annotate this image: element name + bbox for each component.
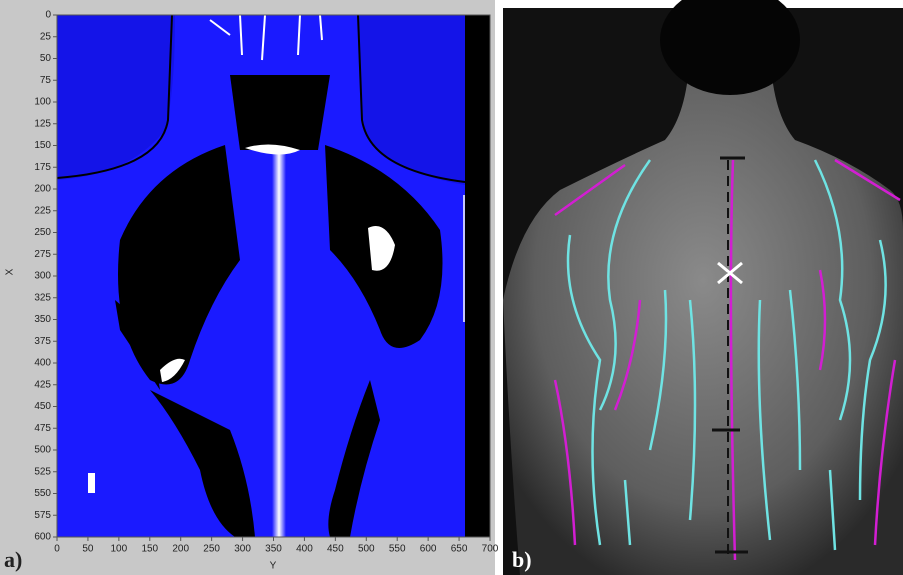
x-tick-label: 350 bbox=[265, 544, 282, 555]
y-tick-label: 550 bbox=[34, 488, 51, 499]
y-tick-label: 200 bbox=[34, 184, 51, 195]
y-tick-label: 400 bbox=[34, 358, 51, 369]
y-tick-label: 600 bbox=[34, 532, 51, 543]
heatmap-image bbox=[56, 14, 490, 537]
y-tick-label: 100 bbox=[34, 97, 51, 108]
y-tick-label: 25 bbox=[40, 31, 52, 42]
y-tick-label: 500 bbox=[34, 445, 51, 456]
x-tick-label: 0 bbox=[54, 544, 60, 555]
x-tick-label: 600 bbox=[420, 544, 437, 555]
x-tick-label: 400 bbox=[296, 544, 313, 555]
y-tick-label: 375 bbox=[34, 336, 51, 347]
x-tick-label: 200 bbox=[172, 544, 189, 555]
y-tick-label: 50 bbox=[40, 53, 52, 64]
y-tick-label: 450 bbox=[34, 401, 51, 412]
y-tick-label: 175 bbox=[34, 162, 51, 173]
y-tick-label: 350 bbox=[34, 314, 51, 325]
y-tick-label: 275 bbox=[34, 249, 51, 260]
y-tick-label: 300 bbox=[34, 271, 51, 282]
x-tick-label: 250 bbox=[203, 544, 220, 555]
x-tick-label: 700 bbox=[482, 544, 499, 555]
y-tick-label: 150 bbox=[34, 140, 51, 151]
y-tick-label: 425 bbox=[34, 379, 51, 390]
panel-label: b) bbox=[512, 547, 532, 572]
y-tick-label: 525 bbox=[34, 466, 51, 477]
x-tick-label: 500 bbox=[358, 544, 375, 555]
y-tick-label: 325 bbox=[34, 292, 51, 303]
y-tick-label: 250 bbox=[34, 227, 51, 238]
y-tick-label: 0 bbox=[45, 10, 51, 21]
y-tick-label: 225 bbox=[34, 205, 51, 216]
x-tick-label: 150 bbox=[141, 544, 158, 555]
y-axis-label: X bbox=[5, 268, 16, 275]
x-tick-label: 300 bbox=[234, 544, 251, 555]
y-tick-label: 125 bbox=[34, 118, 51, 129]
y-tick-label: 475 bbox=[34, 423, 51, 434]
panel-label: a) bbox=[4, 547, 22, 572]
x-tick-label: 450 bbox=[327, 544, 344, 555]
y-tick-label: 75 bbox=[40, 75, 52, 86]
y-tick-label: 575 bbox=[34, 510, 51, 521]
x-tick-label: 650 bbox=[451, 544, 468, 555]
x-tick-label: 100 bbox=[111, 544, 128, 555]
x-tick-label: 550 bbox=[389, 544, 406, 555]
photo-panel bbox=[503, 0, 903, 575]
x-tick-label: 50 bbox=[82, 544, 94, 555]
axes-a: Y X 0 50 100 150 200 250 300 350 400 450 500 550 600… bbox=[5, 10, 499, 572]
x-axis-label: Y bbox=[270, 561, 277, 572]
